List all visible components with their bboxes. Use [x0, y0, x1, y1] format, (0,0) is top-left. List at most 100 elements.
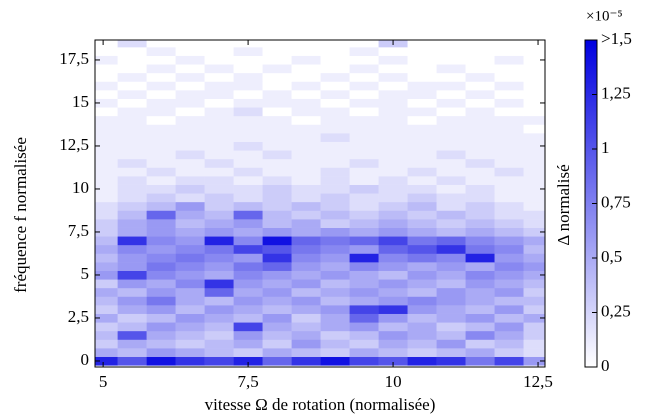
heatmap-cell	[262, 167, 292, 177]
heatmap-cell	[262, 339, 292, 349]
heatmap-cell	[146, 81, 176, 91]
heatmap-cell	[95, 141, 118, 151]
heatmap-cell	[291, 90, 321, 99]
heatmap-cell	[523, 287, 545, 297]
heatmap-cell	[320, 107, 350, 117]
heatmap-cell	[262, 47, 292, 56]
heatmap-cell	[407, 348, 437, 357]
heatmap-cell	[204, 98, 234, 108]
heatmap-cell	[117, 124, 147, 134]
heatmap-cell	[291, 244, 321, 254]
heatmap-cell	[291, 107, 321, 117]
heatmap-cell	[494, 176, 524, 185]
heatmap-cell	[233, 219, 263, 228]
heatmap-cell	[233, 305, 263, 314]
heatmap-cell	[494, 40, 524, 48]
heatmap-cell	[204, 227, 234, 237]
heatmap-cell	[320, 133, 350, 142]
heatmap-cell	[204, 107, 234, 117]
heatmap-cell	[262, 150, 292, 160]
heatmap-cell	[262, 279, 292, 289]
heatmap-cell	[349, 210, 379, 220]
heatmap-cell	[436, 47, 466, 56]
heatmap-cell	[465, 98, 495, 108]
heatmap-cell	[233, 348, 263, 357]
heatmap-cell	[146, 98, 176, 108]
heatmap-cell	[407, 193, 437, 203]
heatmap-cell	[407, 279, 437, 289]
heatmap-cell	[436, 313, 466, 323]
heatmap-cell	[146, 47, 176, 56]
heatmap-cell	[146, 133, 176, 142]
heatmap-cell	[465, 193, 495, 203]
heatmap-cell	[146, 348, 176, 357]
heatmap-cell	[117, 227, 147, 237]
heatmap-cell	[146, 356, 176, 366]
heatmap-cell	[436, 219, 466, 228]
heatmap-cell	[291, 219, 321, 228]
heatmap-cell	[320, 262, 350, 271]
heatmap-cell	[146, 141, 176, 151]
heatmap-cell	[204, 244, 234, 254]
heatmap-cell	[465, 72, 495, 82]
heatmap-cell	[175, 348, 205, 357]
heatmap-cell	[320, 72, 350, 82]
heatmap-cell	[204, 236, 234, 246]
colorbar-tick-label: 0,5	[601, 247, 622, 266]
heatmap-cell	[407, 253, 437, 263]
heatmap-cell	[291, 356, 321, 366]
heatmap-cell	[436, 348, 466, 357]
heatmap-cell	[465, 356, 495, 366]
heatmap-cell	[349, 124, 379, 134]
heatmap-cell	[117, 201, 147, 211]
heatmap-cell	[204, 150, 234, 160]
heatmap-cell	[95, 184, 118, 194]
heatmap-cell	[523, 141, 545, 151]
heatmap-cell	[117, 305, 147, 314]
heatmap-cell	[233, 133, 263, 142]
heatmap-cell	[233, 115, 263, 125]
heatmap-cell	[378, 305, 408, 314]
heatmap-cell	[465, 167, 495, 177]
heatmap-cell	[320, 176, 350, 185]
heatmap-cell	[117, 262, 147, 271]
heatmap-cell	[436, 64, 466, 74]
heatmap-cell	[436, 305, 466, 314]
heatmap-cell	[465, 176, 495, 185]
heatmap-cell	[291, 167, 321, 177]
heatmap-cell	[95, 107, 118, 117]
heatmap-cell	[117, 348, 147, 357]
heatmap-cell	[204, 253, 234, 263]
heatmap-cell	[175, 305, 205, 314]
heatmap-cell	[175, 210, 205, 220]
colorbar	[585, 40, 597, 367]
heatmap-cell	[204, 296, 234, 306]
heatmap-cell	[95, 90, 118, 99]
heatmap-cell	[204, 167, 234, 177]
heatmap-cell	[436, 98, 466, 108]
heatmap-cell	[117, 296, 147, 306]
heatmap-cell	[233, 244, 263, 254]
heatmap-cell	[349, 193, 379, 203]
heatmap-cell	[349, 167, 379, 177]
heatmap-cell	[233, 339, 263, 349]
heatmap-cell	[436, 279, 466, 289]
heatmap-cell	[407, 81, 437, 91]
heatmap-cell	[117, 107, 147, 117]
heatmap-cell	[349, 348, 379, 357]
heatmap-cell	[95, 227, 118, 237]
heatmap-cell	[204, 279, 234, 289]
heatmap-cell	[262, 313, 292, 323]
heatmap-cell	[175, 287, 205, 297]
heatmap-cell	[175, 158, 205, 168]
heatmap-cell	[95, 64, 118, 74]
heatmap-cell	[349, 313, 379, 323]
heatmap-cell	[436, 167, 466, 177]
heatmap-cell	[146, 158, 176, 168]
heatmap-cell	[291, 210, 321, 220]
heatmap-cell	[262, 90, 292, 99]
heatmap-cell	[465, 141, 495, 151]
heatmap-cell	[349, 81, 379, 91]
heatmap-cell	[291, 158, 321, 168]
heatmap-cell	[407, 55, 437, 65]
